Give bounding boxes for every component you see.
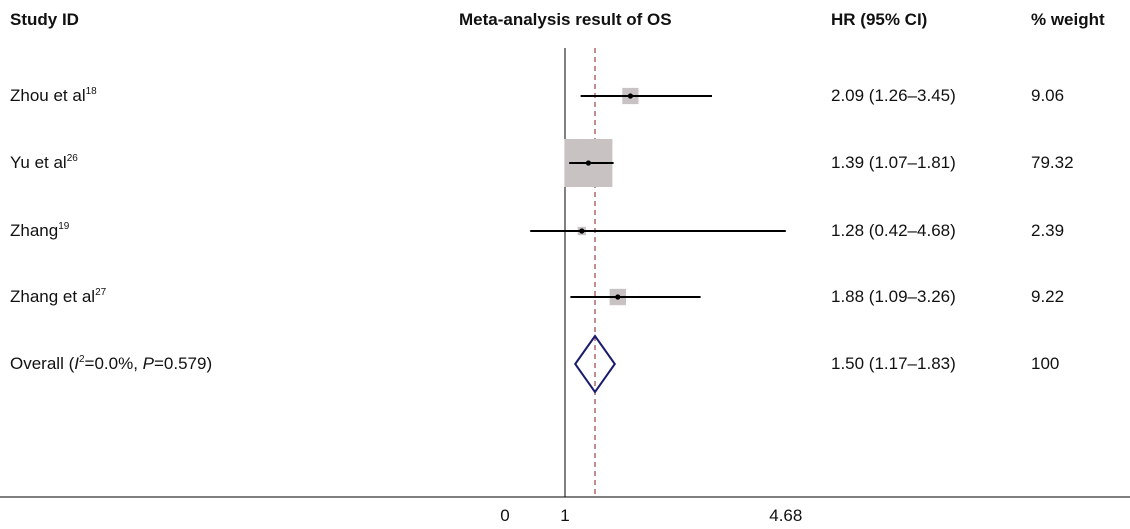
study-weight: 79.32 xyxy=(1031,153,1074,172)
study-name: Zhang et al xyxy=(10,287,96,306)
study-hr-ci: 1.88 (1.09–3.26) xyxy=(831,287,956,306)
study-hr-ci: 1.28 (0.42–4.68) xyxy=(831,221,956,240)
p-symbol: P xyxy=(142,354,154,373)
i-squared-value: =0.0%, xyxy=(84,354,143,373)
study-hr-ci: 2.09 (1.26–3.45) xyxy=(831,86,956,105)
header-study-id: Study ID xyxy=(10,10,79,29)
study-name: Zhou et al xyxy=(10,86,86,105)
overall-label-prefix: Overall ( xyxy=(10,354,75,373)
study-name: Yu et al xyxy=(10,153,67,172)
x-tick-label: 4.68 xyxy=(769,506,802,525)
study-name: Zhang xyxy=(10,221,59,240)
study-reference: 18 xyxy=(85,86,97,97)
p-value: =0.579) xyxy=(154,354,213,373)
study-label: Zhou et al18 xyxy=(10,86,97,106)
i-squared-sup: 2 xyxy=(78,354,85,365)
study-label: Yu et al26 xyxy=(10,153,78,173)
x-tick-label: 0 xyxy=(500,506,509,525)
header-plot-title: Meta-analysis result of OS xyxy=(459,10,672,29)
study-weight: 2.39 xyxy=(1031,221,1065,240)
study-label: Zhang et al27 xyxy=(10,287,106,307)
x-tick-label: 1 xyxy=(560,506,569,525)
overall-label: Overall (I2=0.0%, P=0.579) xyxy=(10,354,212,374)
point-estimate xyxy=(615,294,621,300)
overall-diamond xyxy=(573,334,617,394)
point-estimate xyxy=(585,160,592,166)
study-hr-ci: 1.39 (1.07–1.81) xyxy=(831,153,956,172)
study-reference: 19 xyxy=(58,221,70,232)
study-label: Zhang19 xyxy=(10,221,69,241)
point-estimate xyxy=(627,93,634,99)
i-squared-symbol: I xyxy=(74,354,79,373)
study-weight: 9.06 xyxy=(1031,86,1065,105)
study-reference: 27 xyxy=(95,287,107,298)
point-estimate xyxy=(579,228,585,234)
study-reference: 26 xyxy=(66,153,78,164)
overall-hr-ci: 1.50 (1.17–1.83) xyxy=(831,354,956,373)
overall-weight: 100 xyxy=(1031,354,1060,373)
study-weight: 9.22 xyxy=(1031,287,1065,306)
header-weight: % weight xyxy=(1031,10,1105,29)
header-hr-ci: HR (95% CI) xyxy=(831,10,928,29)
